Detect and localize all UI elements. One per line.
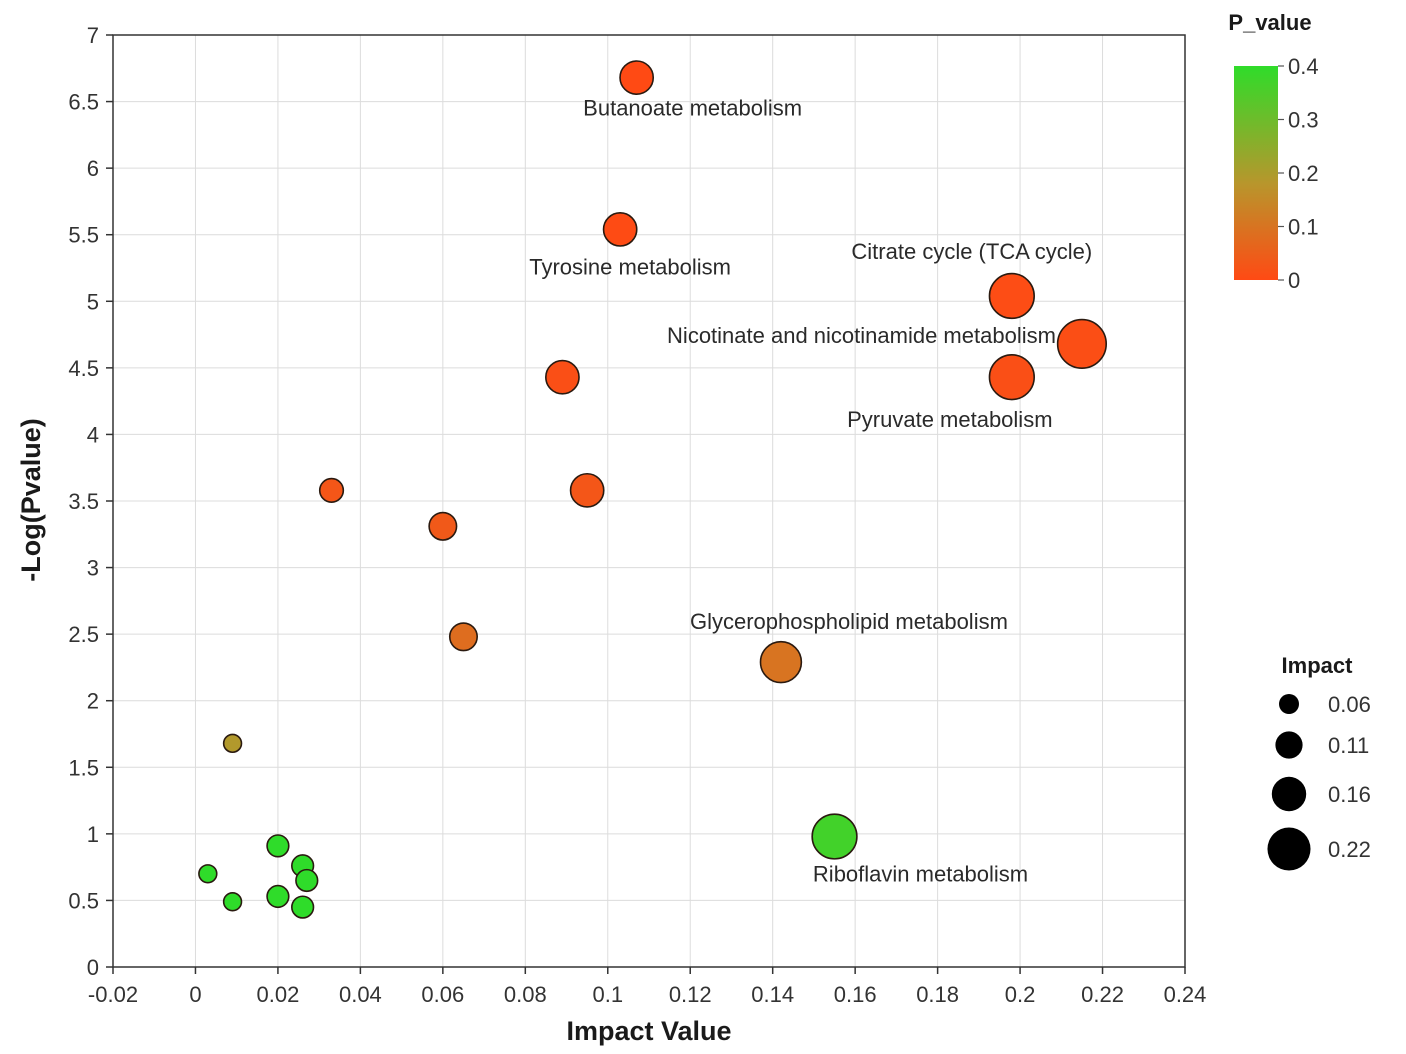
x-tick-label: 0.22: [1081, 982, 1124, 1007]
data-point: [545, 359, 580, 395]
y-tick-label: 1.5: [68, 755, 99, 780]
size-legend-items: 0.06 0.11 0.16 0.22: [1267, 692, 1371, 871]
data-point: [569, 472, 605, 508]
size-legend-label: 0.11: [1328, 733, 1369, 758]
color-legend-tick-label: 0.4: [1288, 54, 1319, 79]
y-tick-label: 1: [87, 822, 99, 847]
size-legend-circle: [1279, 694, 1299, 714]
data-point: [1056, 318, 1108, 369]
point-label: Glycerophospholipid metabolism: [690, 609, 1008, 634]
y-tick-label: 0: [87, 955, 99, 980]
data-point: [988, 354, 1035, 401]
data-point: [619, 60, 655, 96]
point-label: Pyruvate metabolism: [847, 407, 1052, 432]
size-legend: Impact 0.06 0.11 0.16 0.22: [1267, 653, 1371, 871]
data-point: [318, 477, 345, 503]
x-tick-label: 0.16: [834, 982, 877, 1007]
x-tick-label: 0.04: [339, 982, 382, 1007]
data-point: [291, 895, 315, 919]
data-point: [222, 733, 243, 754]
color-legend-tick-label: 0.2: [1288, 161, 1319, 186]
y-tick-label: 0.5: [68, 888, 99, 913]
x-tick-label: 0.02: [257, 982, 300, 1007]
x-tick-label: -0.02: [88, 982, 138, 1007]
point-label: Nicotinate and nicotinamide metabolism: [667, 323, 1056, 348]
y-tick-label: 6.5: [68, 90, 99, 115]
data-point: [428, 511, 458, 541]
y-tick-label: 2.5: [68, 622, 99, 647]
y-tick-label: 5: [87, 289, 99, 314]
x-tick-label: 0.14: [751, 982, 794, 1007]
y-tick-label: 3.5: [68, 489, 99, 514]
size-legend-label: 0.16: [1328, 782, 1371, 807]
point-label: Tyrosine metabolism: [529, 254, 731, 279]
color-legend-title: P_value: [1228, 10, 1311, 35]
y-tick-label: 4.5: [68, 356, 99, 381]
point-label: Butanoate metabolism: [583, 96, 802, 121]
x-tick-label: 0.2: [1005, 982, 1036, 1007]
data-points: [198, 60, 1108, 919]
y-tick-label: 6: [87, 156, 99, 181]
point-labels: Butanoate metabolism Tyrosine metabolism C…: [529, 96, 1092, 887]
data-point: [448, 622, 478, 652]
y-axis-title: -Log(Pvalue): [16, 418, 46, 582]
x-tick-label: 0.08: [504, 982, 547, 1007]
data-point: [988, 272, 1035, 320]
x-tick-label: 0.24: [1164, 982, 1207, 1007]
color-legend: P_value 0 0.1 0.2 0.3 0.4: [1228, 10, 1318, 293]
color-legend-tick-label: 0: [1288, 268, 1300, 293]
size-legend-circle: [1271, 776, 1307, 812]
point-label: Riboflavin metabolism: [813, 862, 1028, 887]
size-legend-label: 0.22: [1328, 837, 1371, 862]
axis-ticks: -0.02 0 0.02 0.04 0.06 0.08 0.1 0.12 0.14 0.16 0.1…: [68, 23, 1206, 1007]
x-tick-label: 0.06: [421, 982, 464, 1007]
data-point: [602, 211, 638, 247]
y-tick-label: 5.5: [68, 223, 99, 248]
point-label: Citrate cycle (TCA cycle): [851, 239, 1092, 264]
color-legend-bar: [1234, 66, 1278, 280]
x-tick-label: 0: [189, 982, 201, 1007]
data-point: [759, 640, 803, 684]
data-point: [295, 868, 319, 893]
y-tick-label: 4: [87, 422, 99, 447]
x-tick-label: 0.12: [669, 982, 712, 1007]
size-legend-circle: [1275, 731, 1303, 759]
y-tick-label: 7: [87, 23, 99, 48]
size-legend-title: Impact: [1282, 653, 1354, 678]
data-point: [266, 884, 290, 909]
x-axis-title: Impact Value: [566, 1016, 731, 1046]
color-legend-tick-label: 0.3: [1288, 108, 1319, 133]
data-point: [222, 892, 243, 912]
data-point: [198, 864, 218, 884]
grid: [112, 34, 1186, 968]
x-tick-label: 0.1: [592, 982, 623, 1007]
data-point: [266, 834, 290, 858]
size-legend-circle: [1267, 827, 1311, 871]
data-point: [811, 813, 858, 860]
color-legend-tick-label: 0.1: [1288, 215, 1319, 240]
y-tick-label: 3: [87, 556, 99, 581]
color-legend-ticks: 0 0.1 0.2 0.3 0.4: [1278, 54, 1319, 293]
size-legend-label: 0.06: [1328, 692, 1371, 717]
y-tick-label: 2: [87, 689, 99, 714]
x-tick-label: 0.18: [916, 982, 959, 1007]
